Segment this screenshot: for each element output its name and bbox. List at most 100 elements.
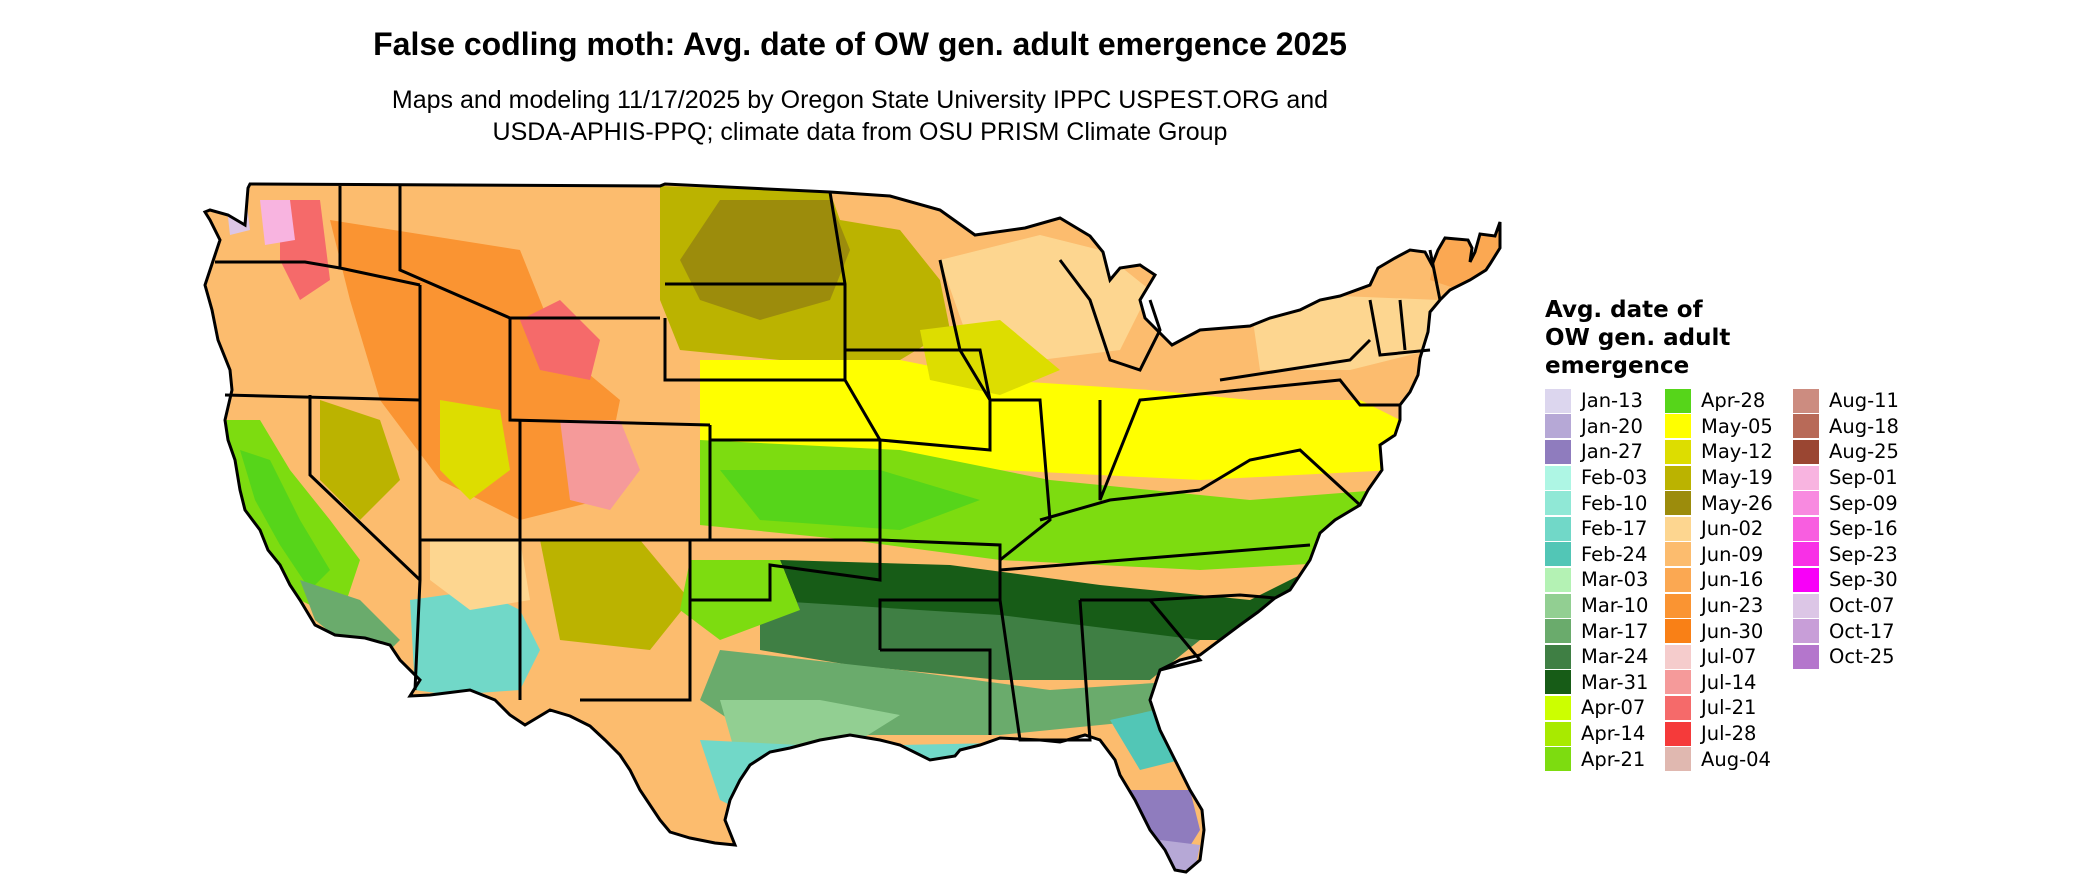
legend-item: Mar-10 — [1545, 593, 1648, 619]
legend-item: Sep-16 — [1793, 516, 1899, 542]
legend-swatch — [1665, 747, 1691, 772]
legend: Jan-13 Jan-20 Jan-27 Feb-03 Feb-10 Feb-17 Feb-… — [1545, 388, 2065, 788]
region-maine — [1430, 222, 1500, 290]
legend-swatch — [1545, 465, 1571, 490]
state-line-vt-nh — [1398, 299, 1407, 351]
state-line-sd-ne — [663, 318, 845, 382]
legend-swatch — [1545, 567, 1571, 592]
legend-label: Feb-24 — [1581, 542, 1648, 566]
legend-label: Mar-03 — [1581, 568, 1649, 592]
legend-item: May-05 — [1665, 414, 1773, 440]
legend-item: Apr-28 — [1665, 388, 1773, 414]
state-line-tn-ky — [999, 543, 1311, 572]
legend-swatch — [1793, 567, 1819, 592]
legend-item: Oct-07 — [1793, 593, 1899, 619]
legend-item: Mar-17 — [1545, 618, 1648, 644]
legend-swatch — [1665, 439, 1691, 464]
legend-item: Mar-03 — [1545, 567, 1648, 593]
state-line-ga — [1080, 598, 1203, 672]
legend-label: Aug-25 — [1829, 440, 1899, 464]
state-line-id-east — [338, 186, 421, 287]
legend-label: Jun-16 — [1701, 568, 1764, 592]
legend-label: Sep-01 — [1829, 466, 1898, 490]
legend-label: May-19 — [1701, 466, 1773, 490]
region-wyoming-high — [520, 300, 600, 380]
legend-item: Jun-09 — [1665, 542, 1773, 568]
legend-swatch — [1665, 542, 1691, 567]
region-wa-pink — [260, 200, 295, 245]
legend-item: Sep-23 — [1793, 542, 1899, 568]
legend-item: Apr-14 — [1545, 721, 1648, 747]
legend-item: Feb-17 — [1545, 516, 1648, 542]
state-line-ms-al — [998, 599, 1092, 742]
state-line-or-south — [224, 393, 421, 402]
state-line-mt-wy — [398, 186, 660, 320]
state-line-mn — [828, 191, 882, 540]
legend-item: Aug-04 — [1665, 746, 1773, 772]
legend-label: Jul-21 — [1701, 696, 1757, 720]
state-line-new-england — [1368, 299, 1431, 357]
legend-swatch — [1665, 670, 1691, 695]
legend-item: Aug-11 — [1793, 388, 1899, 414]
state-line-mi-lower — [1058, 259, 1162, 372]
legend-item: Jun-02 — [1665, 516, 1773, 542]
region-northeast — [1250, 296, 1440, 370]
legend-swatch — [1665, 567, 1691, 592]
legend-item: Feb-24 — [1545, 542, 1648, 568]
legend-item: Sep-30 — [1793, 567, 1899, 593]
legend-column-1: Jan-13 Jan-20 Jan-27 Feb-03 Feb-10 Feb-17 Feb-… — [1545, 388, 1648, 772]
legend-label: Sep-23 — [1829, 542, 1898, 566]
legend-swatch — [1793, 414, 1819, 439]
region-midwest-olive — [920, 320, 1060, 395]
region-dakotas-dark — [680, 200, 850, 320]
legend-swatch — [1665, 619, 1691, 644]
region-texas-tip — [780, 820, 820, 850]
legend-item: Jan-27 — [1545, 439, 1648, 465]
legend-label: May-26 — [1701, 491, 1773, 515]
legend-swatch — [1545, 388, 1571, 413]
legend-item: Sep-01 — [1793, 465, 1899, 491]
legend-swatch — [1545, 644, 1571, 669]
legend-item: Oct-25 — [1793, 644, 1899, 670]
state-boundaries — [202, 182, 1502, 874]
legend-swatch — [1665, 593, 1691, 618]
legend-swatch — [1545, 619, 1571, 644]
legend-swatch — [1665, 721, 1691, 746]
legend-label: Oct-25 — [1829, 645, 1895, 669]
legend-label: Apr-28 — [1701, 389, 1766, 413]
region-south-darkgreen — [780, 560, 1330, 640]
legend-label: Apr-21 — [1581, 747, 1646, 771]
legend-swatch — [1545, 593, 1571, 618]
legend-item: May-12 — [1665, 439, 1773, 465]
legend-swatch — [1545, 670, 1571, 695]
region-utah-olive — [440, 400, 510, 500]
legend-label: Feb-03 — [1581, 466, 1648, 490]
state-line-wi — [938, 259, 992, 401]
legend-label: Jun-23 — [1701, 594, 1764, 618]
legend-label: Feb-10 — [1581, 491, 1648, 515]
legend-item: Mar-31 — [1545, 670, 1648, 696]
legend-swatch — [1793, 593, 1819, 618]
legend-swatch — [1665, 695, 1691, 720]
legend-label: Mar-17 — [1581, 619, 1649, 643]
state-line-ks-ok — [690, 538, 882, 602]
legend-label: Mar-10 — [1581, 594, 1649, 618]
legend-swatch — [1545, 721, 1571, 746]
legend-swatch — [1793, 465, 1819, 490]
legend-label: Jan-27 — [1581, 440, 1643, 464]
legend-label: Jan-13 — [1581, 389, 1643, 413]
legend-label: Apr-14 — [1581, 722, 1646, 746]
legend-item: Jun-30 — [1665, 618, 1773, 644]
legend-column-3: Aug-11 Aug-18 Aug-25 Sep-01 Sep-09 Sep-16 Sep-… — [1793, 388, 1899, 670]
legend-swatch — [1793, 644, 1819, 669]
region-california-central — [240, 450, 330, 590]
legend-label: Jul-28 — [1701, 722, 1757, 746]
legend-swatch — [1665, 465, 1691, 490]
legend-item: Jun-23 — [1665, 593, 1773, 619]
subtitle-line-2: USDA-APHIS-PPQ; climate data from OSU PR… — [492, 118, 1228, 146]
legend-swatch — [1545, 542, 1571, 567]
legend-label: May-12 — [1701, 440, 1773, 464]
legend-label: May-05 — [1701, 414, 1773, 438]
legend-item: May-19 — [1665, 465, 1773, 491]
legend-swatch — [1665, 491, 1691, 516]
